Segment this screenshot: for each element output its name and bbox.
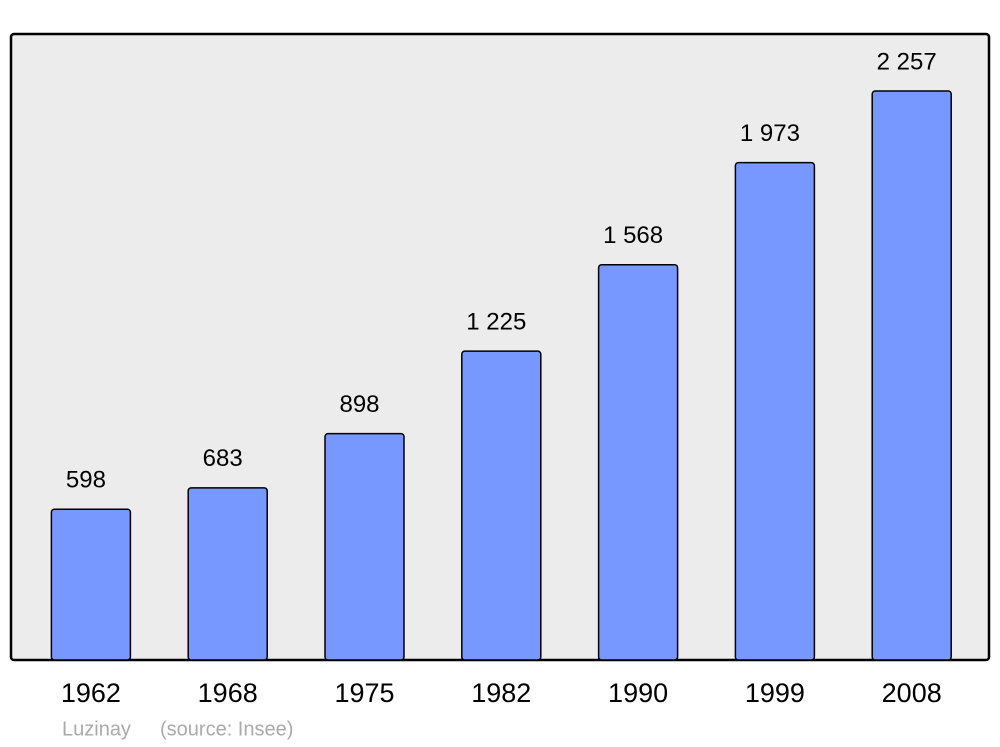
place-name: Luzinay <box>62 718 131 740</box>
bar <box>597 263 679 661</box>
bar <box>50 508 132 661</box>
bar <box>871 90 952 661</box>
x-tick-label: 1990 <box>608 678 668 708</box>
bar <box>734 161 816 661</box>
x-tick-label: 1968 <box>198 678 258 708</box>
value-label: 1 225 <box>466 309 526 336</box>
x-tick-label: 2008 <box>882 678 942 708</box>
value-label: 1 568 <box>603 222 663 249</box>
value-label: 898 <box>339 391 379 418</box>
x-tick-label: 1962 <box>61 678 121 708</box>
bar <box>187 487 268 661</box>
value-label: 598 <box>66 467 106 494</box>
source-note: (source: Insee) <box>160 718 293 740</box>
x-tick-label: 1982 <box>471 678 531 708</box>
bar <box>461 350 542 661</box>
x-tick-label: 1975 <box>334 678 394 708</box>
value-label: 2 257 <box>877 48 937 75</box>
bar <box>324 432 405 661</box>
x-tick-label: 1999 <box>745 678 805 708</box>
value-label: 1 973 <box>740 120 800 147</box>
value-label: 683 <box>203 445 243 472</box>
